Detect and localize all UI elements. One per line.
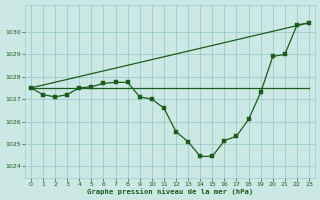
X-axis label: Graphe pression niveau de la mer (hPa): Graphe pression niveau de la mer (hPa) [87,188,253,195]
